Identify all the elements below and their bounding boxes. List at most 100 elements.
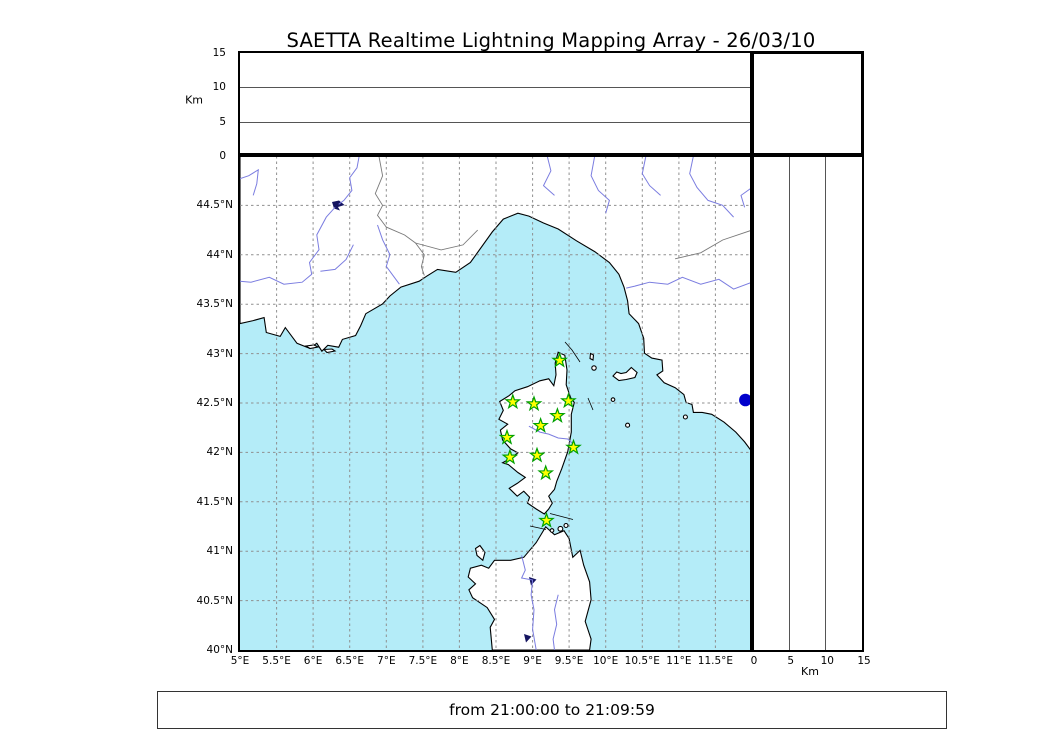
island-giglio xyxy=(682,414,688,420)
rivers-layer xyxy=(240,156,752,650)
island-giraglia xyxy=(591,365,597,371)
altitude-gridline xyxy=(240,87,752,88)
lat-tick-label: 42°N xyxy=(206,446,233,459)
river xyxy=(740,187,752,208)
lma-station-marker xyxy=(528,446,546,463)
lon-tick-label: 5.5°E xyxy=(262,655,291,667)
altitude-gridline xyxy=(240,122,752,123)
lat-tick-label: 43.5°N xyxy=(196,297,233,310)
lat-tick-label: 44.5°N xyxy=(196,199,233,212)
lma-station-marker xyxy=(525,395,543,412)
altitude-tick-label: 5 xyxy=(219,115,226,128)
island-porquerolles xyxy=(304,344,320,350)
panel-separator-vertical xyxy=(750,53,754,652)
lon-tick-label: 9.5°E xyxy=(554,655,584,667)
river xyxy=(552,594,559,650)
lma-station-marker xyxy=(565,438,582,455)
river xyxy=(320,244,354,272)
lon-tick-label: 7.5°E xyxy=(408,655,438,667)
altitude-longitude-panel xyxy=(238,51,754,158)
island-maddalena-2 xyxy=(563,522,569,529)
border-line xyxy=(374,156,425,276)
coastline-sardinia xyxy=(467,525,592,650)
lat-tick-label: 42.5°N xyxy=(196,396,233,409)
river xyxy=(590,156,610,214)
lma-station-marker xyxy=(501,448,519,465)
coast-segment xyxy=(564,341,581,363)
altitude-axis-unit-label: Km xyxy=(185,93,203,107)
lat-tick-label: 43°N xyxy=(206,347,233,360)
corner-panel xyxy=(750,51,864,158)
lma-station-marker xyxy=(560,392,577,409)
lma-station-marker xyxy=(498,428,516,445)
altitude-latitude-panel xyxy=(750,154,864,652)
land-layer xyxy=(240,156,752,650)
altitude-tick-label: 15 xyxy=(212,46,226,59)
altitude-tick-label: 0 xyxy=(219,149,226,162)
lon-tick-label: 5°E xyxy=(230,655,250,667)
minor-coast-segments xyxy=(529,341,594,530)
lon-tick-label: 8°E xyxy=(450,655,469,667)
page-title: SAETTA Realtime Lightning Mapping Array … xyxy=(286,29,816,52)
lat-tick-label: 40°N xyxy=(206,643,233,656)
river xyxy=(542,156,555,196)
lake-omodeo xyxy=(524,634,532,643)
lon-tick-label: 11°E xyxy=(666,655,692,667)
altitude-gridline xyxy=(789,156,790,650)
km-tick-label: 0 xyxy=(750,655,758,667)
lightning-event-dot xyxy=(739,393,752,407)
lat-tick-label: 44°N xyxy=(206,248,233,261)
altitude-tick-label: 10 xyxy=(212,81,226,94)
time-range-box: from 21:00:00 to 21:09:59 xyxy=(157,691,947,729)
island-pianosa xyxy=(610,397,616,402)
coastline-mainland xyxy=(240,156,752,453)
lightning-events-layer xyxy=(739,393,752,407)
island-capraia xyxy=(589,352,595,361)
map xyxy=(240,156,752,650)
lma-station-marker xyxy=(538,511,555,528)
island-montecristo xyxy=(625,422,631,428)
coast-segment xyxy=(529,525,547,530)
river xyxy=(689,156,734,218)
km-tick-label: 10 xyxy=(820,655,834,667)
border-line xyxy=(415,229,479,251)
lon-tick-label: 10.5°E xyxy=(624,655,660,667)
lma-station-marker xyxy=(549,406,566,423)
river xyxy=(528,425,573,444)
lma-stations-layer xyxy=(498,351,582,528)
island-maddalena-1 xyxy=(557,525,564,532)
lma-station-marker xyxy=(504,393,522,410)
lon-tick-label: 6°E xyxy=(303,655,323,667)
km-tick-label: 15 xyxy=(857,655,871,667)
river xyxy=(377,224,400,285)
lon-tick-label: 6.5°E xyxy=(335,655,364,667)
river xyxy=(641,156,661,196)
coast-segment xyxy=(587,397,594,411)
lma-station-marker xyxy=(537,464,555,481)
country-borders-layer xyxy=(374,156,752,276)
altitude-gridline xyxy=(825,156,826,650)
lon-tick-label: 7°E xyxy=(377,655,396,667)
lat-tick-label: 41.5°N xyxy=(196,495,233,508)
lon-tick-label: 9°E xyxy=(523,655,542,667)
island-maddalena-3 xyxy=(549,528,555,533)
lat-tick-label: 41°N xyxy=(206,544,233,557)
coast-segment xyxy=(549,513,574,520)
river xyxy=(520,555,537,650)
river xyxy=(626,276,752,290)
island-port-cros xyxy=(322,348,337,354)
lon-tick-label: 11.5°E xyxy=(697,655,734,667)
lon-tick-label: 8.5°E xyxy=(481,655,511,667)
river xyxy=(240,168,259,196)
lon-tick-label: 10°E xyxy=(593,655,619,667)
lma-station-marker xyxy=(551,351,568,368)
river xyxy=(240,206,336,285)
panel-separator-horizontal xyxy=(238,153,864,157)
lma-station-marker xyxy=(532,416,549,433)
map-panel xyxy=(238,154,754,652)
border-line xyxy=(674,229,752,260)
km-axis-unit-label: Km xyxy=(801,665,819,678)
river xyxy=(338,156,360,205)
time-range-label: from 21:00:00 to 21:09:59 xyxy=(449,701,655,719)
